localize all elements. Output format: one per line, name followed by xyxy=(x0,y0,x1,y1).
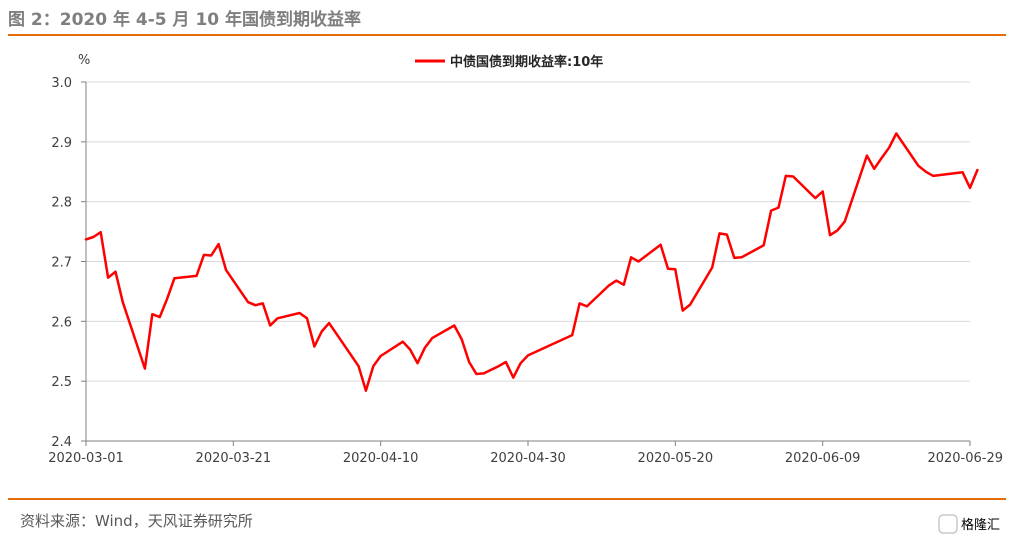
y-tick-label: 3.0 xyxy=(51,76,72,91)
line-chart: 3.02.92.82.72.62.52.4 2020-03-01 2020-03-… xyxy=(48,53,1003,466)
legend-label: 中债国债到期收益率:10年 xyxy=(450,54,603,70)
y-tick-label: 2.8 xyxy=(51,196,72,211)
grid-lines xyxy=(86,81,970,382)
legend: 中债国债到期收益率:10年 xyxy=(415,54,603,70)
x-tick-label: 2020-04-10 xyxy=(343,451,419,466)
series-line-cgb-10y xyxy=(84,132,979,392)
watermark-icon xyxy=(938,514,958,534)
source-note: 资料来源：Wind，天风证券研究所 xyxy=(20,512,253,530)
figure-title: 图 2：2020 年 4-5 月 10 年国债到期收益率 xyxy=(8,10,362,30)
x-tick-label: 2020-03-21 xyxy=(196,451,272,466)
y-axis-unit: % xyxy=(78,53,90,68)
watermark-logo: 格隆汇 xyxy=(938,514,1000,534)
top-rule xyxy=(8,34,1006,36)
series-layer xyxy=(84,132,979,392)
watermark-text: 格隆汇 xyxy=(961,517,1000,533)
x-tick-label: 2020-03-01 xyxy=(48,451,124,466)
x-tick-label: 2020-04-30 xyxy=(490,451,566,466)
y-tick-label: 2.7 xyxy=(51,256,72,271)
y-tick-label: 2.4 xyxy=(51,435,72,450)
bottom-rule xyxy=(8,498,1006,500)
y-axis-ticks: 3.0 2.9 2.8 2.7 2.6 2.5 2.4 xyxy=(51,76,86,450)
y-tick-label: 2.5 xyxy=(51,375,72,390)
x-axis-ticks: 2020-03-01 2020-03-21 2020-04-10 2020-04-30… xyxy=(48,441,1003,466)
x-tick-label: 2020-06-29 xyxy=(927,451,1003,466)
y-tick-label: 2.9 xyxy=(51,136,72,151)
x-tick-label: 2020-05-20 xyxy=(638,451,714,466)
x-tick-label: 2020-06-09 xyxy=(785,451,861,466)
y-tick-label: 2.6 xyxy=(51,315,72,330)
